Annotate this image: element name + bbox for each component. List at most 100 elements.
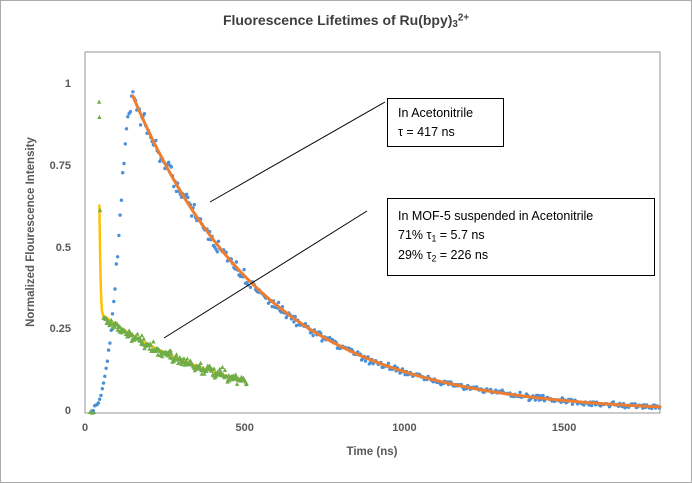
series-acetonitrile-point: [215, 250, 219, 254]
annotation-line: In Acetonitrile: [398, 104, 493, 123]
series-acetonitrile-point: [214, 247, 218, 251]
series-mof5-point: [225, 379, 230, 384]
series-acetonitrile-point: [248, 285, 253, 289]
text-segment: 29% τ: [398, 248, 432, 263]
leader-line: [163, 210, 368, 339]
leader-line: [209, 101, 386, 203]
series-acetonitrile-point: [122, 161, 126, 166]
series-mof5-point: [188, 358, 193, 363]
series-acetonitrile-point: [216, 239, 221, 243]
y-tick-label: 0.25: [49, 323, 71, 336]
series-mof5-point: [169, 351, 174, 356]
series-mof5-point: [174, 352, 179, 357]
series-acetonitrile-point: [91, 409, 96, 413]
x-tick-label: 1000: [392, 422, 417, 434]
text-segment: 3: [452, 18, 458, 30]
series-acetonitrile-point: [533, 398, 538, 402]
series-mof5-point: [166, 352, 171, 357]
x-tick-label: 500: [235, 422, 254, 434]
series-acetonitrile-point: [311, 333, 315, 338]
series-mof5-point: [198, 360, 203, 365]
series-acetonitrile-point: [112, 299, 116, 304]
series-acetonitrile-point: [115, 255, 120, 259]
series-acetonitrile-point: [96, 401, 101, 405]
series-acetonitrile-point: [142, 112, 147, 116]
series-acetonitrile-point: [270, 304, 274, 309]
annotation-line: In MOF-5 suspended in Acetonitrile: [398, 207, 644, 226]
series-mof5-point: [181, 356, 187, 361]
series-mof5-point: [137, 335, 143, 340]
series-acetonitrile-point: [611, 400, 616, 404]
series-acetonitrile-point: [117, 233, 121, 238]
series-acetonitrile-point: [518, 390, 522, 395]
series-mof5-point: [96, 99, 102, 104]
series-mof5-point: [197, 363, 202, 368]
series-acetonitrile-point: [128, 110, 133, 114]
series-acetonitrile-point: [174, 189, 179, 194]
text-segment: 1: [431, 233, 437, 244]
series-acetonitrile-point: [234, 260, 239, 264]
series-acetonitrile-point: [121, 171, 125, 175]
series-mof5-point: [147, 346, 152, 351]
text-segment: In MOF-5 suspended in Acetonitrile: [398, 209, 594, 223]
series-acetonitrile-point: [131, 90, 135, 94]
annotation-line: 71% τ1 = 5.7 ns: [398, 226, 644, 246]
y-tick-label: 0.5: [55, 241, 71, 254]
series-mof5-point: [234, 374, 239, 379]
series-acetonitrile-point: [126, 115, 130, 119]
series-acetonitrile-point: [386, 361, 391, 365]
series-mof5-point: [222, 367, 228, 372]
y-tick-label: 0: [64, 405, 71, 417]
series-mof5-point: [97, 207, 103, 213]
series-acetonitrile-point: [570, 402, 575, 406]
series-mof5-point: [234, 381, 240, 386]
series-acetonitrile-point: [206, 237, 210, 241]
series-acetonitrile-point: [103, 374, 107, 378]
series-acetonitrile-point: [109, 328, 113, 332]
series-acetonitrile-point: [119, 198, 124, 202]
series-acetonitrile-point: [138, 123, 143, 127]
series-acetonitrile-point: [158, 159, 162, 164]
text-segment: 71% τ: [398, 228, 432, 243]
series-acetonitrile-point: [106, 348, 111, 352]
annotation-line: 29% τ2 = 226 ns: [398, 246, 644, 266]
series-mof5-point: [90, 410, 95, 415]
series-mof5-point: [178, 359, 183, 364]
text-segment: = 226 ns: [436, 248, 489, 263]
series-acetonitrile-point: [169, 165, 173, 169]
text-segment: = 5.7 ns: [436, 228, 485, 243]
series-mof5-point: [211, 366, 217, 371]
text-segment: Fluorescence Lifetimes of Ru(bpy): [222, 12, 453, 28]
series-mof5-point: [139, 333, 145, 338]
series-mof5-point: [115, 327, 120, 332]
series-mof5-point: [148, 343, 153, 348]
series-mof5-point: [108, 320, 113, 325]
series-mof5-point: [130, 331, 135, 337]
series-acetonitrile-point: [167, 160, 171, 164]
chart-title: Fluorescence Lifetimes of Ru(bpy)32+: [1, 12, 691, 30]
y-tick-label: 0.75: [49, 159, 71, 172]
series-mof5-point: [220, 364, 225, 369]
series-acetonitrile-point: [123, 142, 128, 146]
series-mof5-point: [218, 369, 224, 375]
series-mof5-point: [232, 376, 238, 381]
series-acetonitrile-point: [589, 403, 594, 408]
series-acetonitrile-point: [292, 320, 296, 324]
series-acetonitrile-point: [192, 202, 196, 207]
series-mof5-point: [155, 352, 160, 357]
series-acetonitrile-point: [113, 287, 117, 291]
annotation-box-acetonitrile: In Acetonitrile τ = 417 ns: [387, 98, 504, 147]
series-mof5-point: [176, 360, 181, 365]
annotation-line: τ = 417 ns: [398, 123, 493, 142]
series-acetonitrile-point: [560, 396, 564, 400]
series-mof5-point: [244, 381, 249, 386]
series-mof5-point: [202, 371, 207, 376]
series-mof5-point: [185, 356, 190, 361]
series-mof5-point: [227, 378, 232, 383]
series-acetonitrile-point: [190, 214, 194, 218]
series-acetonitrile-point: [363, 359, 368, 363]
x-axis-title: Time (ns): [346, 446, 398, 458]
series-mof5-point: [114, 321, 120, 326]
